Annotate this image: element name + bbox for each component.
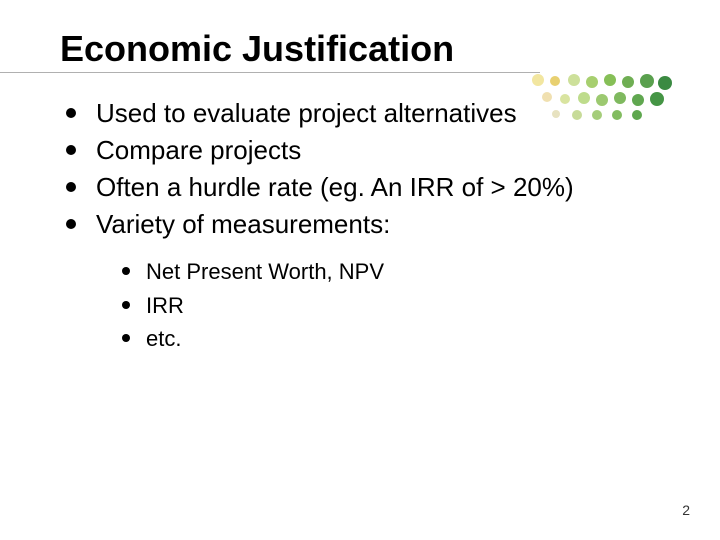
bullet-list-level2: Net Present Worth, NPV IRR etc.	[60, 256, 680, 354]
bullet-text: Used to evaluate project alternatives	[96, 98, 517, 128]
dot-icon	[586, 76, 598, 88]
slide: Economic Justification Used to evaluate …	[0, 0, 720, 540]
list-item: etc.	[118, 323, 680, 354]
dot-icon	[658, 76, 672, 90]
list-item: Used to evaluate project alternatives	[60, 96, 680, 131]
list-item: Compare projects	[60, 133, 680, 168]
bullet-text: IRR	[146, 293, 184, 318]
bullet-list-level1: Used to evaluate project alternatives Co…	[60, 96, 680, 242]
list-item: Net Present Worth, NPV	[118, 256, 680, 287]
dot-icon	[622, 76, 634, 88]
bullet-text: etc.	[146, 326, 181, 351]
dot-icon	[532, 74, 544, 86]
bullet-text: Net Present Worth, NPV	[146, 259, 384, 284]
bullet-text: Variety of measurements:	[96, 209, 390, 239]
list-item: Variety of measurements:	[60, 207, 680, 242]
dot-icon	[604, 74, 616, 86]
dot-icon	[640, 74, 654, 88]
dot-icon	[550, 76, 560, 86]
page-number: 2	[682, 502, 690, 518]
list-item: IRR	[118, 290, 680, 321]
bullet-text: Often a hurdle rate (eg. An IRR of > 20%…	[96, 172, 574, 202]
bullet-text: Compare projects	[96, 135, 301, 165]
list-item: Often a hurdle rate (eg. An IRR of > 20%…	[60, 170, 680, 205]
slide-title: Economic Justification	[60, 28, 680, 70]
title-underline	[0, 72, 540, 73]
dot-icon	[568, 74, 580, 86]
